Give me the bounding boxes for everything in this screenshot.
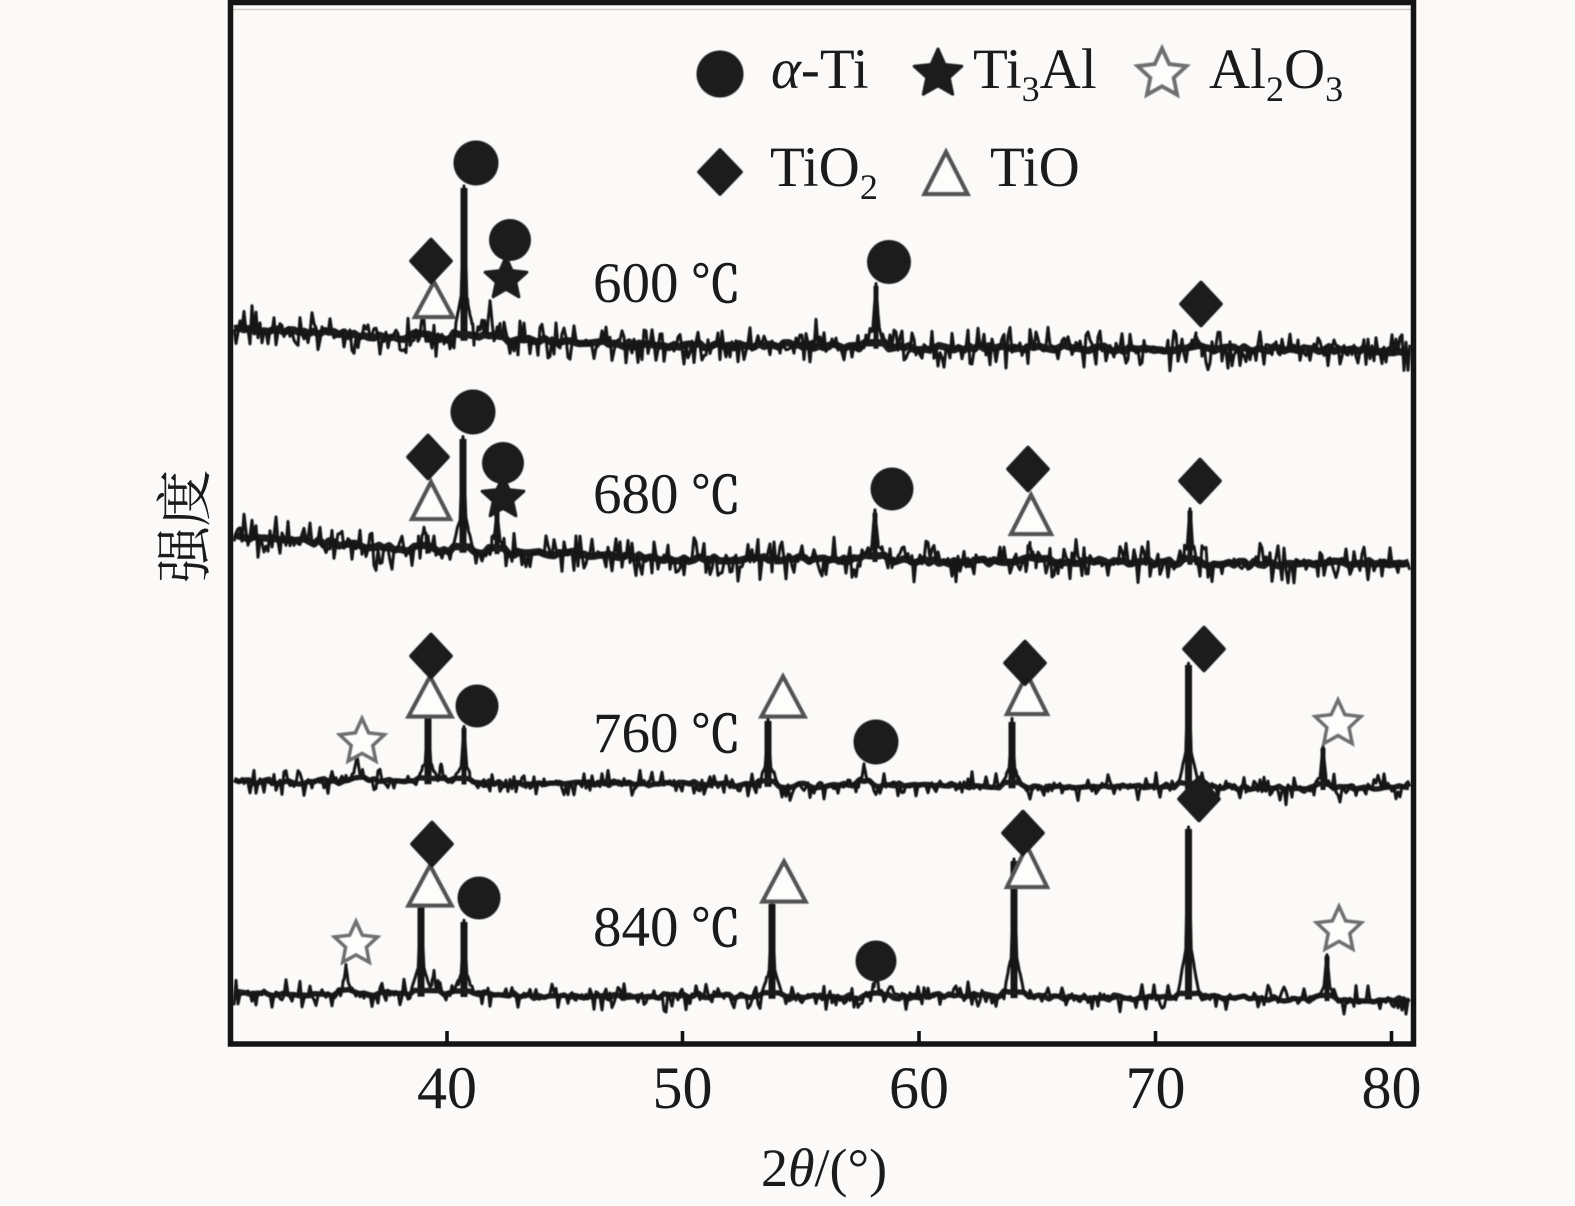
svg-text:2θ/(°): 2θ/(°) bbox=[761, 1138, 887, 1198]
svg-text:Ti3Al: Ti3Al bbox=[973, 38, 1097, 109]
svg-text:80: 80 bbox=[1362, 1055, 1422, 1121]
svg-text:α-Ti: α-Ti bbox=[771, 38, 869, 101]
svg-text:70: 70 bbox=[1126, 1055, 1186, 1121]
svg-text:760: 760 bbox=[593, 702, 679, 765]
svg-text:600: 600 bbox=[593, 252, 679, 315]
svg-text:50: 50 bbox=[653, 1055, 713, 1121]
svg-text:40: 40 bbox=[417, 1055, 477, 1121]
svg-text:680: 680 bbox=[593, 463, 679, 526]
svg-text:60: 60 bbox=[889, 1055, 949, 1121]
svg-text:TiO: TiO bbox=[990, 136, 1080, 199]
svg-text:840: 840 bbox=[593, 896, 679, 959]
